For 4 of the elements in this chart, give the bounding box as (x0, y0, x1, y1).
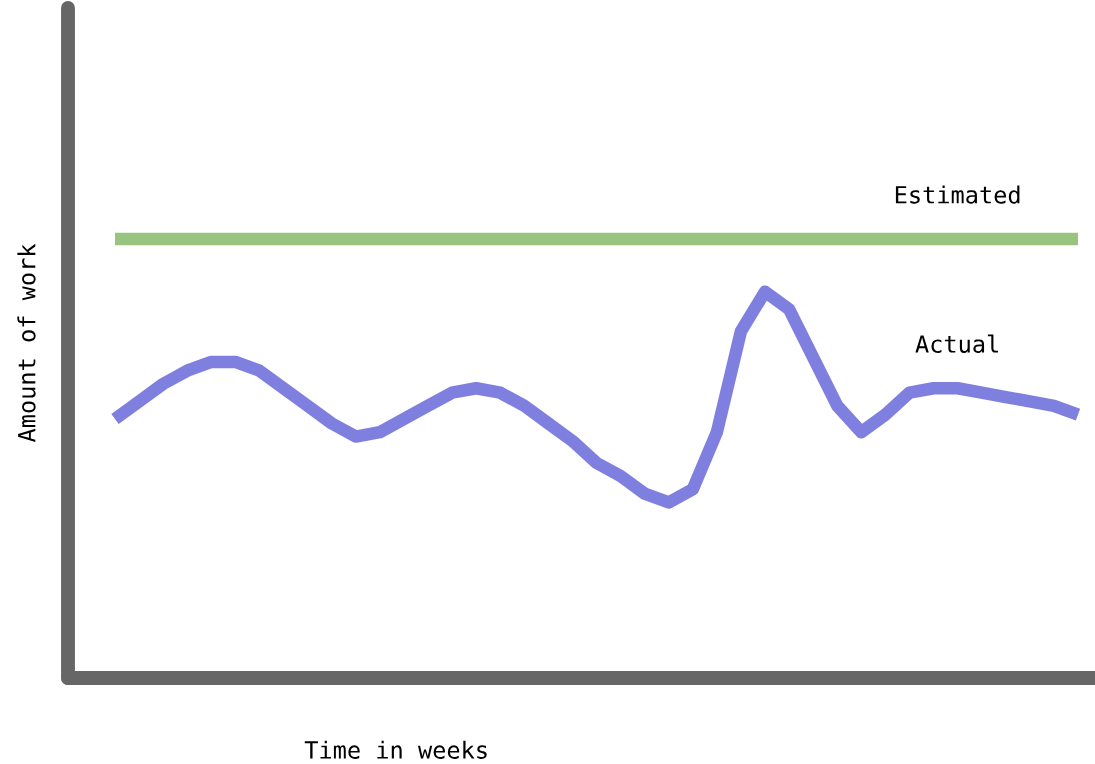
series-label: Actual (915, 334, 998, 353)
x-axis-title: Time in weeks (304, 740, 487, 759)
series-label: Estimated (895, 185, 1020, 204)
y-axis-title: Amount of work (17, 243, 36, 443)
